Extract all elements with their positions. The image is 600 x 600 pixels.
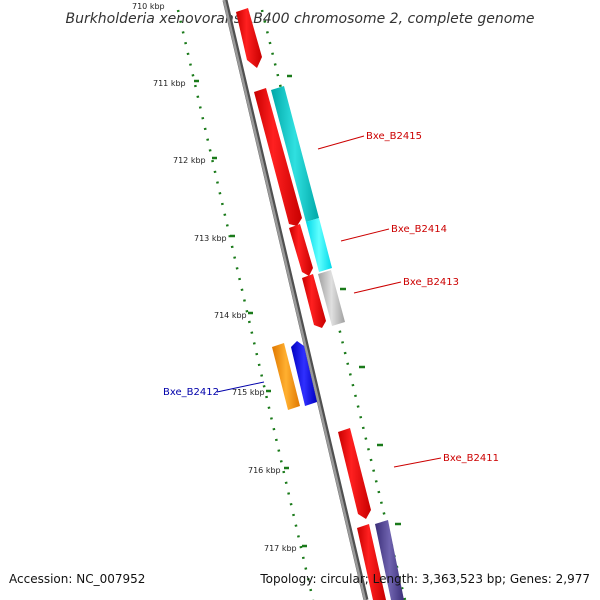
major-tick-marks bbox=[194, 74, 401, 548]
blue-feature[interactable] bbox=[291, 341, 317, 406]
gene-leader-line bbox=[317, 135, 365, 150]
tick-label-715: 715 kbp bbox=[232, 388, 265, 397]
gene-label-Bxe_B2414[interactable]: Bxe_B2414 bbox=[391, 224, 447, 235]
gene-leader-line bbox=[393, 457, 442, 468]
gene-leader-line bbox=[340, 228, 390, 242]
gene-leader-line bbox=[216, 381, 265, 393]
cds-feature[interactable] bbox=[289, 224, 313, 276]
genome-summary-text: Topology: circular; Length: 3,363,523 bp… bbox=[260, 572, 590, 586]
tick-label-714: 714 kbp bbox=[214, 311, 247, 320]
backbone bbox=[222, 0, 367, 600]
gene-label-Bxe_B2413[interactable]: Bxe_B2413 bbox=[403, 277, 459, 288]
tick-label-711: 711 kbp bbox=[153, 79, 186, 88]
cds-feature[interactable] bbox=[236, 8, 262, 68]
gene-label-Bxe_B2415[interactable]: Bxe_B2415 bbox=[366, 131, 422, 142]
cds-feature[interactable] bbox=[302, 274, 326, 328]
cds-feature[interactable] bbox=[254, 88, 302, 226]
cds-feature[interactable] bbox=[357, 524, 386, 600]
tick-label-710: 710 kbp bbox=[132, 2, 165, 11]
tick-label-712: 712 kbp bbox=[173, 156, 206, 165]
orange-feature[interactable] bbox=[272, 343, 300, 410]
purple-feature[interactable] bbox=[375, 520, 404, 600]
gene-leader-line bbox=[353, 281, 402, 294]
accession-text: Accession: NC_007952 bbox=[9, 572, 146, 586]
tick-label-717: 717 kbp bbox=[264, 544, 297, 553]
inner-tick-track bbox=[176, 9, 315, 600]
tick-label-716: 716 kbp bbox=[248, 466, 281, 475]
map-title: Burkholderia xenovorans LB400 chromosome… bbox=[65, 11, 534, 27]
cds-feature[interactable] bbox=[338, 428, 371, 519]
gene-label-Bxe_B2411[interactable]: Bxe_B2411 bbox=[443, 453, 499, 464]
rna-feature[interactable] bbox=[271, 86, 319, 222]
grey-feature[interactable] bbox=[318, 270, 345, 326]
tick-label-713: 713 kbp bbox=[194, 234, 227, 243]
rna-feature[interactable] bbox=[306, 218, 332, 272]
gene-label-Bxe_B2412[interactable]: Bxe_B2412 bbox=[163, 387, 219, 398]
